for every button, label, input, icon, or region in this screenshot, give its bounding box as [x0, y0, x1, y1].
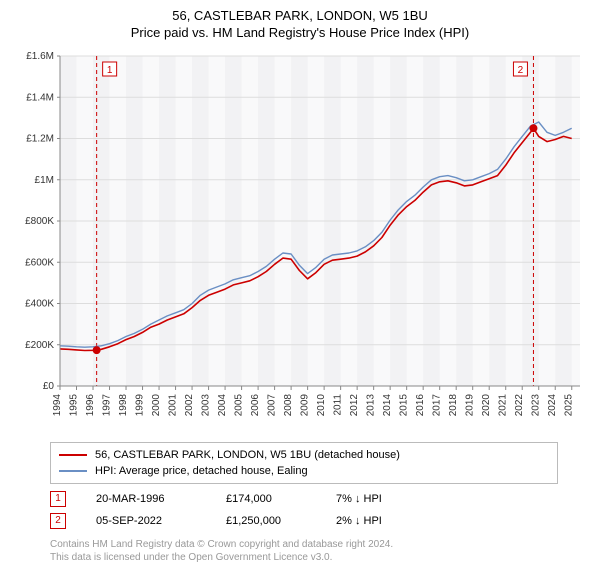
svg-text:£0: £0 — [43, 381, 55, 392]
svg-text:2004: 2004 — [217, 394, 228, 417]
svg-text:1995: 1995 — [69, 394, 80, 417]
legend-label: 56, CASTLEBAR PARK, LONDON, W5 1BU (deta… — [95, 449, 400, 461]
svg-text:1998: 1998 — [118, 394, 129, 417]
transaction-date: 20-MAR-1996 — [96, 493, 226, 505]
legend-swatch — [59, 454, 87, 456]
svg-text:2014: 2014 — [382, 394, 393, 417]
svg-text:2010: 2010 — [316, 394, 327, 417]
svg-text:2018: 2018 — [448, 394, 459, 417]
svg-text:£1.2M: £1.2M — [26, 134, 54, 145]
svg-text:2019: 2019 — [465, 394, 476, 417]
footer-line1: Contains HM Land Registry data © Crown c… — [50, 538, 550, 551]
transaction-pct: 2% ↓ HPI — [336, 515, 446, 527]
svg-text:2017: 2017 — [432, 394, 443, 417]
svg-text:2005: 2005 — [234, 394, 245, 417]
svg-text:2024: 2024 — [547, 394, 558, 417]
svg-text:2023: 2023 — [531, 394, 542, 417]
svg-text:2011: 2011 — [333, 394, 344, 416]
transaction-price: £1,250,000 — [226, 515, 336, 527]
chart-area: £0 £200K £400K £600K £800K £1M £1.2M £1.4M £1.6M… — [10, 46, 590, 436]
transaction-marker: 1 — [50, 491, 66, 507]
footer-line2: This data is licensed under the Open Gov… — [50, 551, 550, 564]
svg-text:£1M: £1M — [35, 175, 54, 186]
svg-text:1: 1 — [107, 65, 113, 76]
svg-text:£400K: £400K — [25, 299, 54, 310]
svg-text:1994: 1994 — [52, 394, 63, 417]
svg-text:1999: 1999 — [135, 394, 146, 417]
transaction-row: 1 20-MAR-1996£174,0007% ↓ HPI — [50, 488, 540, 510]
legend-item: 56, CASTLEBAR PARK, LONDON, W5 1BU (deta… — [59, 447, 549, 463]
legend-item: HPI: Average price, detached house, Eali… — [59, 463, 549, 479]
svg-text:2021: 2021 — [498, 394, 509, 417]
footer-attribution: Contains HM Land Registry data © Crown c… — [50, 538, 550, 564]
svg-text:1997: 1997 — [102, 394, 113, 417]
svg-text:2000: 2000 — [151, 394, 162, 417]
chart-svg: £0 £200K £400K £600K £800K £1M £1.2M £1.4M £1.6M… — [10, 46, 590, 436]
svg-text:2: 2 — [518, 65, 524, 76]
svg-text:2008: 2008 — [283, 394, 294, 417]
svg-text:£1.4M: £1.4M — [26, 92, 54, 103]
legend-label: HPI: Average price, detached house, Eali… — [95, 465, 308, 477]
svg-text:£800K: £800K — [25, 216, 54, 227]
svg-text:£600K: £600K — [25, 257, 54, 268]
svg-text:£1.6M: £1.6M — [26, 51, 54, 62]
chart-subtitle: Price paid vs. HM Land Registry's House … — [10, 25, 590, 40]
chart-title: 56, CASTLEBAR PARK, LONDON, W5 1BU — [10, 8, 590, 23]
svg-text:1996: 1996 — [85, 394, 96, 417]
transaction-pct: 7% ↓ HPI — [336, 493, 446, 505]
svg-text:2007: 2007 — [267, 394, 278, 417]
svg-text:2001: 2001 — [168, 394, 179, 417]
transaction-price: £174,000 — [226, 493, 336, 505]
svg-text:2013: 2013 — [366, 394, 377, 417]
transaction-marker: 2 — [50, 513, 66, 529]
svg-text:2003: 2003 — [201, 394, 212, 417]
transaction-table: 1 20-MAR-1996£174,0007% ↓ HPI 2 05-SEP-2022… — [50, 488, 540, 532]
svg-text:2020: 2020 — [481, 394, 492, 417]
svg-text:2009: 2009 — [300, 394, 311, 417]
svg-text:2006: 2006 — [250, 394, 261, 417]
svg-text:2015: 2015 — [399, 394, 410, 417]
svg-text:2016: 2016 — [415, 394, 426, 417]
svg-text:£200K: £200K — [25, 340, 54, 351]
legend: 56, CASTLEBAR PARK, LONDON, W5 1BU (deta… — [50, 442, 558, 484]
svg-text:2012: 2012 — [349, 394, 360, 417]
svg-text:2022: 2022 — [514, 394, 525, 417]
legend-swatch — [59, 470, 87, 472]
transaction-date: 05-SEP-2022 — [96, 515, 226, 527]
svg-text:2002: 2002 — [184, 394, 195, 417]
transaction-row: 2 05-SEP-2022£1,250,0002% ↓ HPI — [50, 510, 540, 532]
svg-text:2025: 2025 — [564, 394, 575, 417]
